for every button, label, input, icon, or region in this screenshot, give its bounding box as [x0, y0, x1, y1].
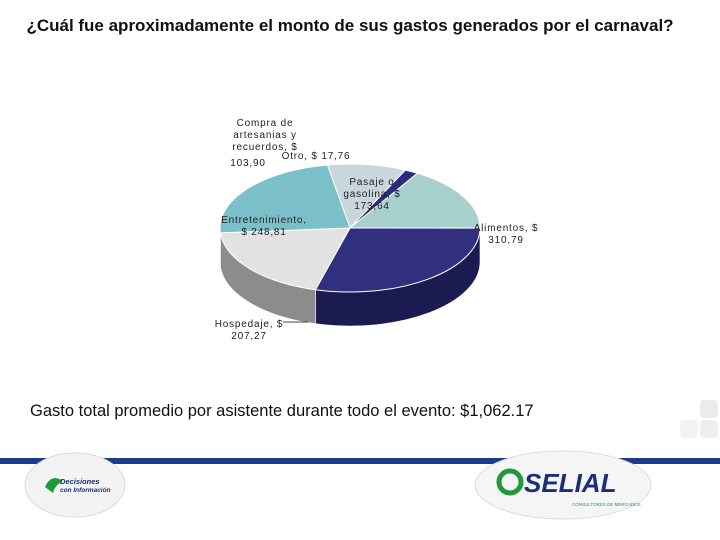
footer: Decisiones con Información SELIAL CONSUL… — [0, 450, 720, 520]
pie-slice — [314, 227, 481, 293]
ring-icon — [496, 468, 524, 496]
slice-label: 103,90 — [230, 158, 265, 169]
slice-label: Entretenimiento, $ 248,81 — [221, 215, 307, 238]
total-summary: Gasto total promedio por asistente duran… — [30, 402, 534, 420]
slice-label: Hospedaje, $207,27 — [215, 319, 284, 342]
selial-logo: SELIAL CONSULTORES DE MERCADOS — [474, 450, 652, 520]
pie-chart: Compra de artesanias y recuerdos, $ 103,90 O… — [215, 118, 539, 342]
chart-title: ¿Cuál fue aproximadamente el monto de su… — [26, 16, 674, 35]
pie-slice — [348, 172, 481, 229]
pie-tops — [219, 163, 481, 293]
decor-square — [680, 420, 698, 438]
left-logo-line2: con Información — [60, 487, 111, 494]
right-logo-tagline: CONSULTORES DE MERCADOS — [572, 502, 641, 507]
slice-label: Otro, $ 17,76 — [282, 151, 351, 162]
right-logo-text: SELIAL — [524, 468, 616, 498]
pie-labels: Compra de artesanias y recuerdos, $ 103,90 O… — [215, 118, 539, 342]
pie-slice — [219, 227, 351, 291]
footer-bar — [0, 458, 720, 464]
swoosh-icon — [45, 478, 63, 493]
decor-square — [700, 400, 718, 418]
decor-square — [700, 420, 718, 438]
pie-slice — [219, 164, 351, 234]
slice-label: Compra de artesanias y recuerdos, $ — [232, 118, 297, 153]
decisiones-logo: Decisiones con Información — [24, 452, 126, 518]
left-logo-line1: Decisiones — [60, 477, 100, 486]
pie-slice — [326, 163, 407, 229]
slice-label: Alimentos, $310,79 — [474, 223, 539, 246]
slice-label: Pasaje o gasolina, $173,64 — [343, 177, 400, 212]
